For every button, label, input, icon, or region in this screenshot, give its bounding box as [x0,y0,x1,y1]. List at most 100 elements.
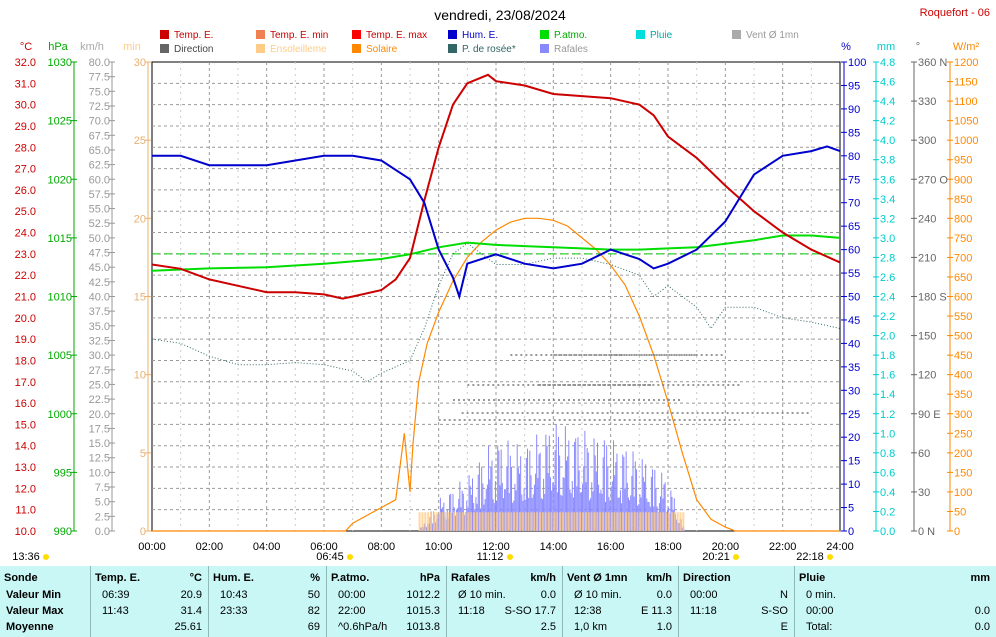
tick-label-solar: 1000 [954,135,978,147]
unit-label-press: hPa [48,41,68,53]
sun-marker-icon [827,554,833,560]
tick-label-hum: 100 [848,57,866,69]
table-cell: 2.5 [458,621,556,637]
sunshine-bar [650,512,653,531]
tick-label-solar: 650 [954,272,972,284]
cell-time: 11:43 [102,605,129,617]
cell-value: 69 [307,621,320,633]
tick-label-wind: 5.0 [95,497,110,509]
tick-label-temp: 25.0 [15,206,36,218]
legend-swatch [448,30,457,39]
tick-label-temp: 28.0 [15,142,36,154]
tick-label-sun: 30 [134,57,146,69]
legend-label: Ensoleilleme [270,44,327,55]
cell-value: 1013.8 [406,621,440,633]
tick-label-hum: 30 [848,385,860,397]
sunshine-bar [619,512,622,531]
tick-label-hum: 10 [848,479,860,491]
table-column: Direction [678,566,794,637]
tick-label-wind: 40.0 [89,292,110,304]
tick-label-hum: 45 [848,315,860,327]
table-header: Direction [679,572,794,588]
table-column: Vent Ø 1mn km/h [562,566,678,637]
table-header: Temp. E. °C [91,572,208,588]
sunshine-bar [587,512,590,531]
tick-label-solar: 300 [954,409,972,421]
legend-swatch [540,30,549,39]
sunshine-bar [553,512,556,531]
sunshine-bar [610,512,613,531]
table-cell: 25.61 [102,621,202,637]
cell-time: 1,0 km [574,621,608,633]
summary-table: Sonde Temp. E. °C Hum. E.% P.atmo. hPa Rafales… [0,566,996,637]
sunshine-bar [584,512,587,531]
tick-label-dir: 240 [918,213,936,225]
cell-value: 1015.3 [406,605,440,617]
axis-units: °C hPa km/h min% mm ° W/m² [20,41,980,53]
sunshine-bar [656,512,659,531]
table-header: Hum. E.% [209,572,326,588]
sunshine-bar [653,512,656,531]
cell-time: 22:00 [338,605,366,617]
tick-label-wind: 2.5 [95,511,110,523]
sun-marker-icon [347,554,353,560]
tick-label-press: 1000 [48,409,72,421]
tick-label-solar: 0 [954,526,960,538]
tick-label-rain: 4.0 [880,135,895,147]
tick-label-hum: 40 [848,338,860,350]
sunshine-bar [464,512,467,531]
sun-marker-icon [733,554,739,560]
legend-swatch [352,30,361,39]
tick-label-temp: 24.0 [15,228,36,240]
legend-swatch [160,44,169,53]
tick-label-rain: 2.6 [880,272,895,284]
tick-label-wind: 50.0 [89,233,110,245]
tick-label-solar: 1200 [954,57,978,69]
tick-label-temp: 31.0 [15,78,36,90]
series-solaire [152,217,840,532]
header-unit: hPa [419,572,440,584]
sunshine-bar [627,512,630,531]
sunshine-bar [604,512,607,531]
legend: Temp. E. Temp. E. min Temp. E. max Hum. E. P… [160,30,799,55]
tick-label-press: 1025 [48,116,72,128]
sunshine-bar [682,512,685,531]
cell-value: 31.4 [180,605,202,617]
tick-label-solar: 900 [954,174,972,186]
tick-label-time: 02:00 [196,541,224,553]
tick-label-temp: 19.0 [15,334,36,346]
sunshine-bar [570,512,573,531]
tick-label-rain: 4.6 [880,77,895,89]
cell-value: 1.0 [656,621,672,633]
tick-label-rain: 1.2 [880,409,895,421]
cell-value: 0.0 [974,621,990,633]
tick-label-time: 22:00 [769,541,797,553]
sunshine-bar [424,512,427,531]
series-temperature [151,73,841,300]
unit-label-wind: km/h [80,41,104,53]
tick-label-rain: 0.4 [880,487,895,499]
cell-time: 00:00 [806,605,834,617]
tick-label-solar: 500 [954,331,972,343]
tick-label-temp: 26.0 [15,185,36,197]
tick-label-solar: 800 [954,213,972,225]
unit-label-sun: min [123,41,141,53]
sunshine-bar [670,512,673,531]
sunshine-bar [498,512,501,531]
table-row-label: Valeur Max [6,605,64,617]
table-cell: 12:38 E 11.3 [574,605,672,621]
legend-label: Hum. E. [462,30,498,41]
sunshine-bar [487,512,490,531]
tick-label-rain: 3.4 [880,194,895,206]
tick-label-dir: 360 N [918,57,947,69]
sunshine-bar [541,512,544,531]
tick-label-sun: 0 [140,526,146,538]
tick-label-dir: 30 [918,487,930,499]
sunshine-bar [530,512,533,531]
tick-label-rain: 2.0 [880,331,895,343]
table-cell: 11:18 S-SO [690,605,788,621]
tick-label-temp: 13.0 [15,462,36,474]
legend-label: P. de rosée* [462,44,516,55]
tick-label-hum: 95 [848,80,860,92]
sunshine-bar [564,512,567,531]
